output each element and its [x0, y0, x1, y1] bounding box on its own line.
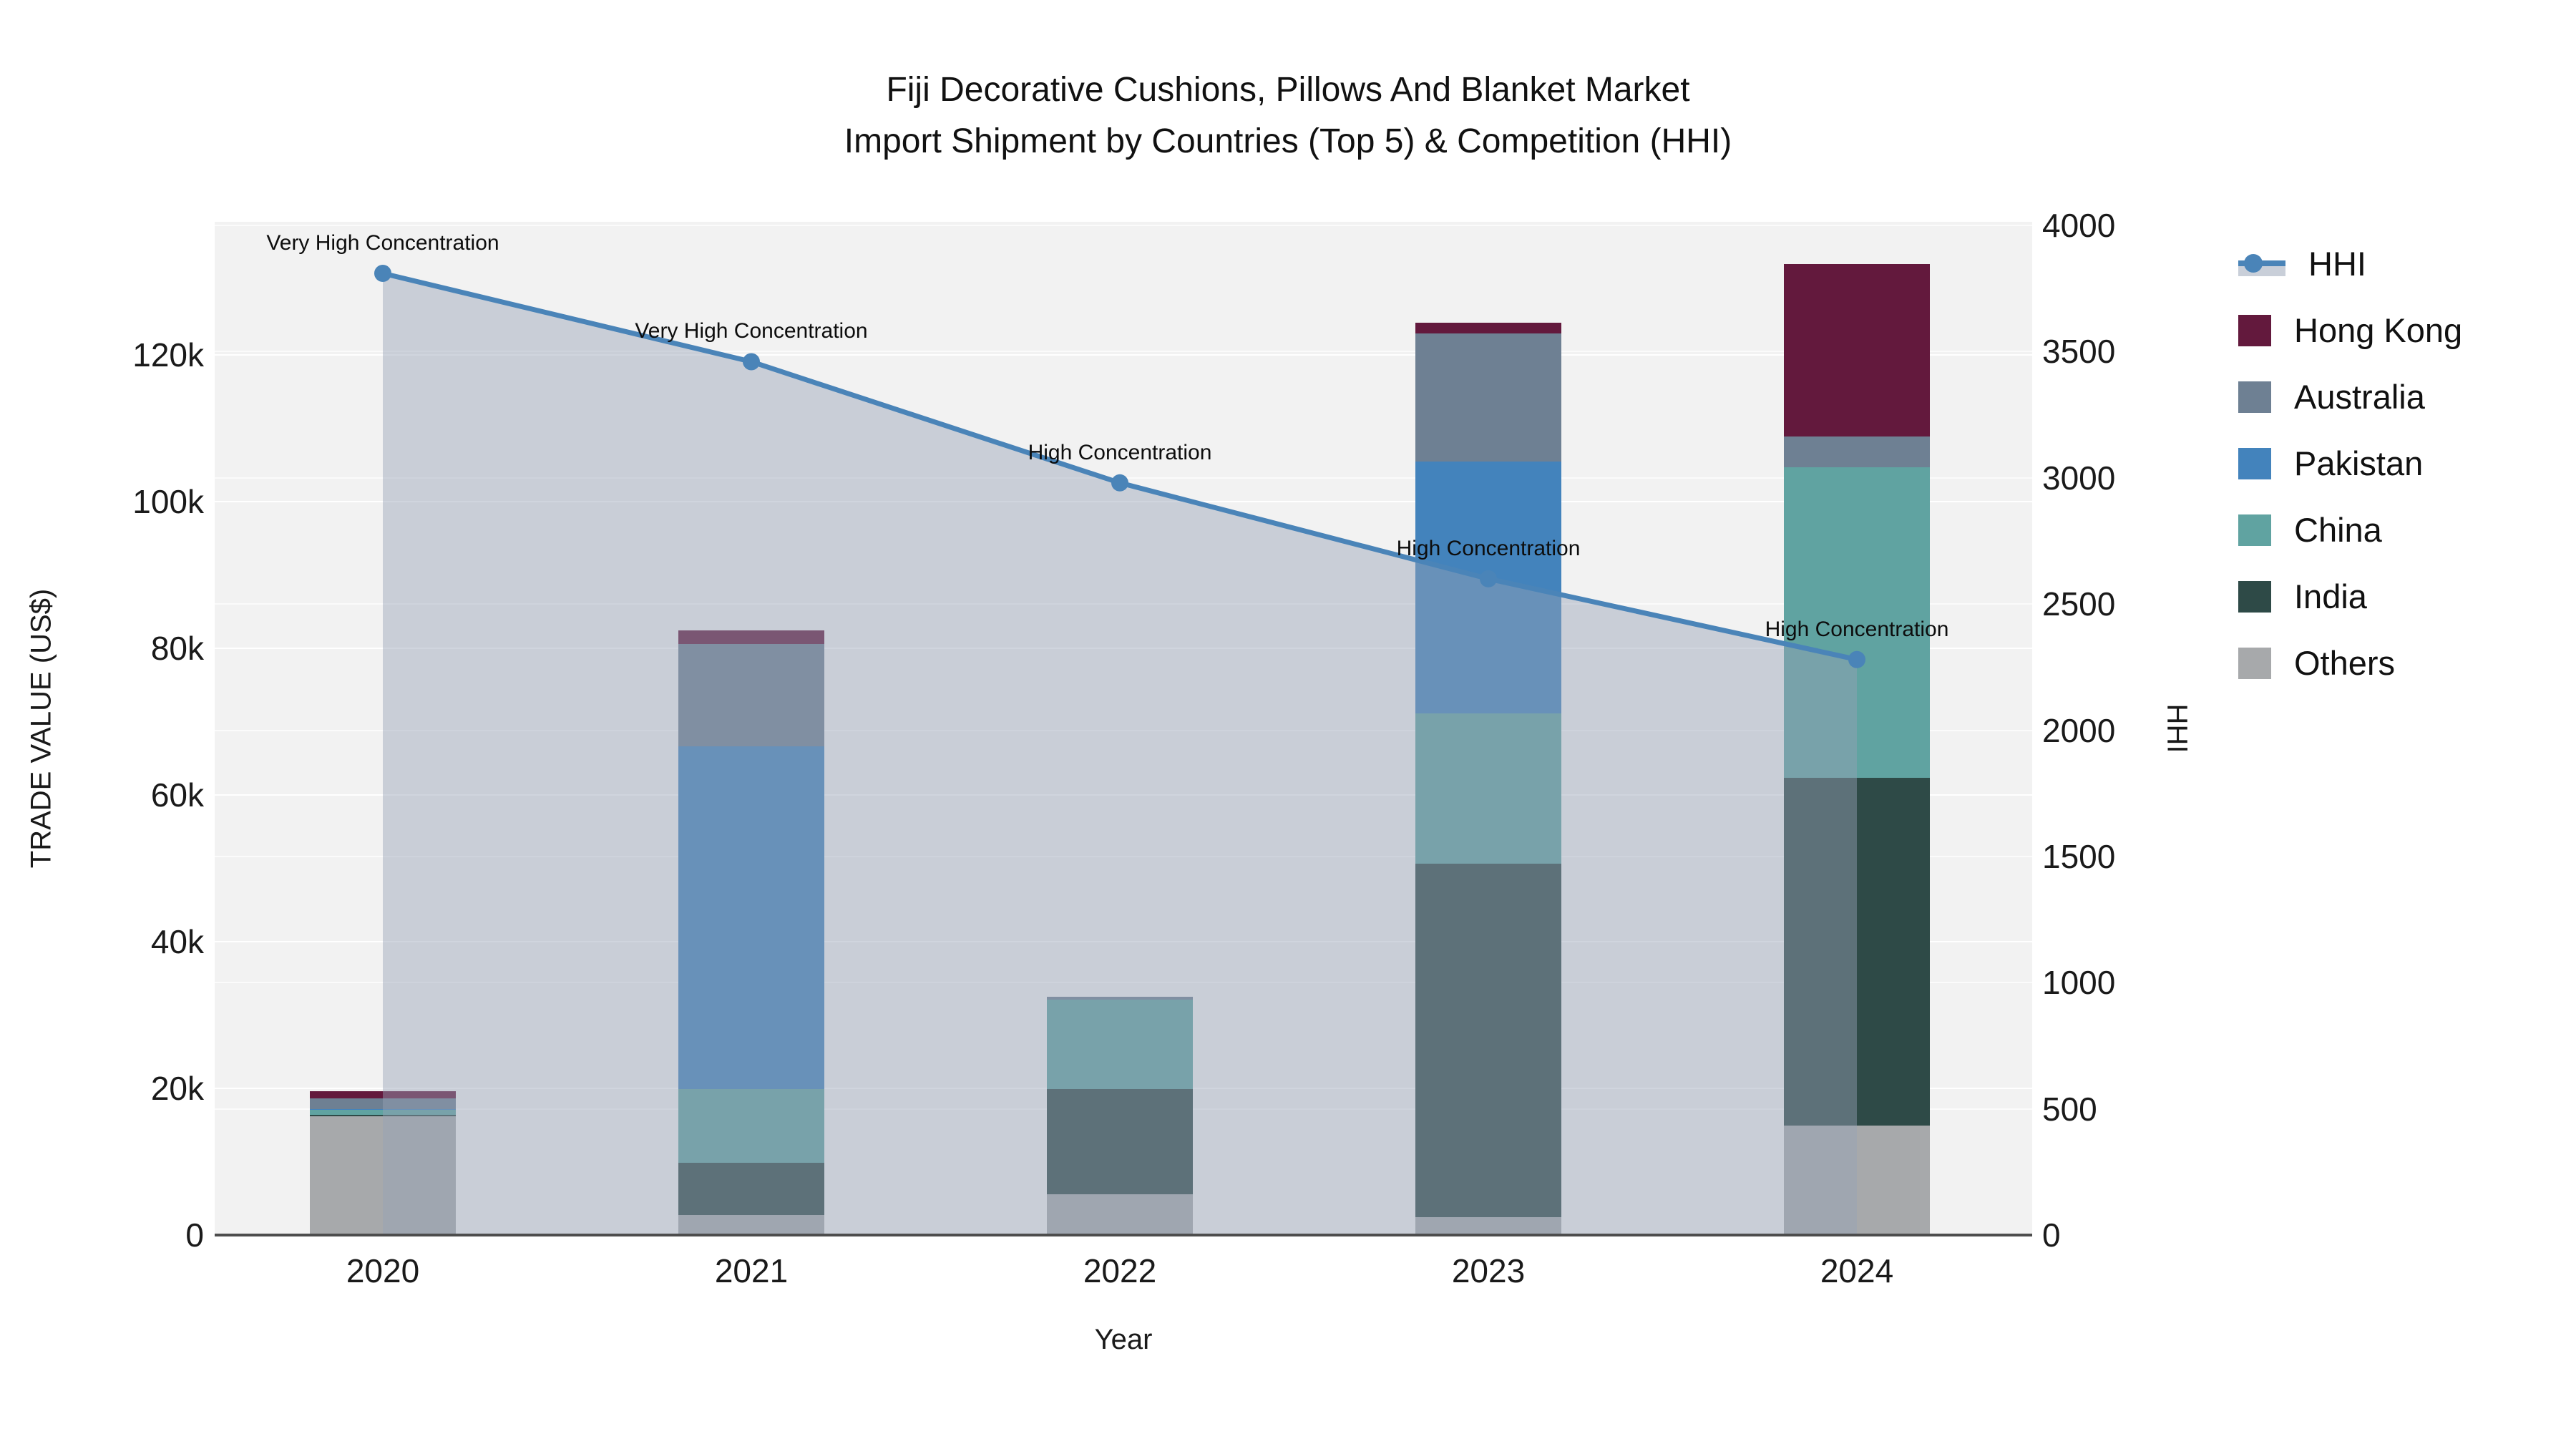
gridline-left-axis: [215, 941, 2032, 942]
legend-label: India: [2294, 577, 2367, 615]
gridline-right-axis: [215, 603, 2032, 605]
y-right-tick-1500: 1500: [2042, 837, 2116, 875]
gridline-left-axis: [215, 354, 2032, 356]
y-right-tick-2000: 2000: [2042, 711, 2116, 749]
legend-label: HHI: [2308, 245, 2366, 283]
legend-swatch-india: [2238, 580, 2271, 613]
legend-label: Hong Kong: [2294, 311, 2463, 349]
x-axis-title: Year: [1094, 1324, 1153, 1355]
y-right-tick-4000: 4000: [2042, 207, 2116, 244]
legend-swatch-pakistan: [2238, 447, 2271, 479]
bar-segment-hong-kong-2024[interactable]: [1784, 263, 1930, 436]
x-tick-2023: 2023: [1451, 1252, 1526, 1289]
bar-segment-australia-2021[interactable]: [678, 643, 824, 747]
y-left-tick-40k: 40k: [150, 923, 204, 960]
bar-segment-pakistan-2021[interactable]: [678, 746, 824, 1090]
hhi-annotation-2020: Very High Concentration: [266, 231, 499, 255]
hhi-annotation-2024: High Concentration: [1765, 617, 1949, 641]
bar-segment-others-2024[interactable]: [1784, 1126, 1930, 1235]
bar-segment-pakistan-2023[interactable]: [1415, 461, 1561, 714]
x-tick-2021: 2021: [714, 1252, 789, 1289]
bar-segment-china-2021[interactable]: [678, 1089, 824, 1163]
legend-label: China: [2294, 511, 2382, 549]
bar-segment-india-2023[interactable]: [1415, 864, 1561, 1218]
bar-segment-china-2022[interactable]: [1047, 999, 1193, 1090]
y-right-tick-500: 500: [2042, 1090, 2097, 1128]
bar-segment-india-2021[interactable]: [678, 1162, 824, 1216]
bar-segment-china-2020[interactable]: [310, 1109, 456, 1115]
gridline-left-axis: [215, 794, 2032, 796]
hhi-annotation-2023: High Concentration: [1396, 536, 1581, 560]
legend-hhi-line-icon: [2238, 248, 2285, 280]
legend-item-others[interactable]: Others: [2238, 630, 2462, 696]
hhi-annotation-2021: Very High Concentration: [635, 319, 868, 343]
x-axis-line: [215, 1234, 2032, 1236]
chart-title-line1: Fiji Decorative Cushions, Pillows And Bl…: [886, 71, 1690, 109]
bar-segment-australia-2023[interactable]: [1415, 333, 1561, 462]
bar-segment-india-2024[interactable]: [1784, 778, 1930, 1126]
bar-segment-pakistan-2020[interactable]: [310, 1108, 456, 1110]
legend-label: Australia: [2294, 378, 2425, 416]
x-tick-2022: 2022: [1083, 1252, 1157, 1289]
bar-segment-hong-kong-2023[interactable]: [1415, 322, 1561, 334]
hhi-annotation-2022: High Concentration: [1028, 440, 1212, 464]
y-axis-title-left: TRADE VALUE (US$): [25, 588, 57, 869]
bar-segment-others-2021[interactable]: [678, 1215, 824, 1235]
bar-segment-australia-2020[interactable]: [310, 1098, 456, 1109]
bar-segment-others-2023[interactable]: [1415, 1217, 1561, 1235]
gridline-right-axis: [215, 477, 2032, 479]
legend-label: Others: [2294, 644, 2396, 682]
y-left-tick-100k: 100k: [132, 483, 204, 520]
gridline-right-axis: [215, 351, 2032, 353]
gridline-right-axis: [215, 982, 2032, 984]
bar-segment-others-2020[interactable]: [310, 1116, 456, 1235]
legend-item-hong-kong[interactable]: Hong Kong: [2238, 297, 2462, 364]
legend-label: Pakistan: [2294, 444, 2424, 482]
gridline-right-axis: [215, 225, 2032, 226]
y-right-tick-1000: 1000: [2042, 964, 2116, 1002]
gridline-right-axis: [215, 855, 2032, 857]
legend-swatch-others: [2238, 647, 2271, 679]
legend-swatch-hong-kong: [2238, 314, 2271, 346]
y-left-tick-60k: 60k: [150, 776, 204, 814]
bar-segment-china-2023[interactable]: [1415, 713, 1561, 864]
bar-segment-india-2020[interactable]: [310, 1114, 456, 1116]
y-right-tick-0: 0: [2042, 1216, 2061, 1254]
y-left-tick-80k: 80k: [150, 630, 204, 667]
y-left-tick-120k: 120k: [132, 336, 204, 374]
bar-segment-australia-2024[interactable]: [1784, 436, 1930, 467]
legend-swatch-china: [2238, 514, 2271, 546]
y-right-tick-3000: 3000: [2042, 459, 2116, 497]
legend-item-india[interactable]: India: [2238, 563, 2462, 630]
y-left-tick-0: 0: [185, 1216, 204, 1254]
bar-segment-hong-kong-2021[interactable]: [678, 630, 824, 644]
legend-item-hhi[interactable]: HHI: [2238, 230, 2462, 297]
y-axis-title-right: HHI: [2161, 703, 2193, 753]
x-tick-2024: 2024: [1820, 1252, 1894, 1289]
y-right-tick-2500: 2500: [2042, 585, 2116, 623]
bar-segment-india-2022[interactable]: [1047, 1089, 1193, 1194]
gridline-left-axis: [215, 648, 2032, 649]
legend-hhi-marker-icon: [2244, 253, 2263, 273]
y-right-tick-3500: 3500: [2042, 333, 2116, 371]
x-tick-2020: 2020: [346, 1252, 420, 1289]
gridline-right-axis: [215, 729, 2032, 731]
bar-segment-others-2022[interactable]: [1047, 1194, 1193, 1235]
bar-segment-australia-2022[interactable]: [1047, 996, 1193, 1000]
bar-segment-hong-kong-2020[interactable]: [310, 1091, 456, 1099]
legend-item-pakistan[interactable]: Pakistan: [2238, 430, 2462, 497]
legend: HHI Hong Kong Australia Pakistan China India O…: [2238, 230, 2462, 696]
legend-item-china[interactable]: China: [2238, 497, 2462, 563]
gridline-left-axis: [215, 501, 2032, 502]
chart-title: Fiji Decorative Cushions, Pillows And Bl…: [0, 64, 2576, 167]
chart-title-line2: Import Shipment by Countries (Top 5) & C…: [844, 122, 1732, 160]
y-left-tick-20k: 20k: [150, 1070, 204, 1107]
legend-item-australia[interactable]: Australia: [2238, 364, 2462, 430]
legend-swatch-australia: [2238, 381, 2271, 413]
